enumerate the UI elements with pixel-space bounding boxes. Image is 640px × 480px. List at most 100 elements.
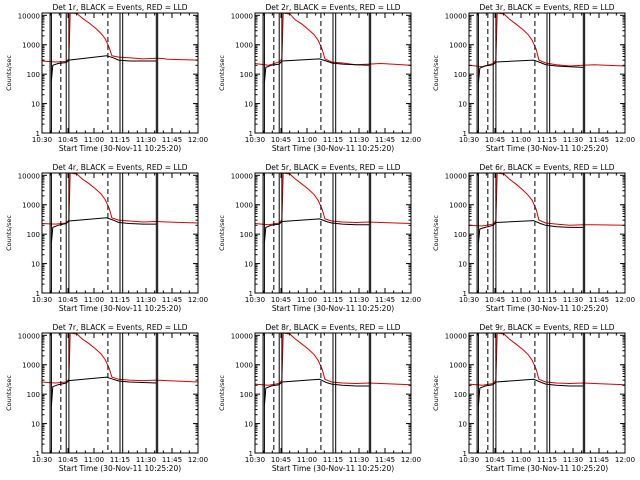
y-tick-label: 1000 [22,42,40,50]
x-tick-label: 11:15 [537,296,557,304]
y-tick-label: 100 [454,231,467,239]
x-tick-label: 11:00 [84,136,104,144]
y-axis-label: Counts/sec [5,375,13,411]
x-tick-label: 11:00 [297,456,317,464]
x-tick-label: 10:30 [32,136,52,144]
y-tick-label: 10 [31,421,40,429]
x-tick-label: 11:30 [349,456,369,464]
chart-title: Det 2r, BLACK = Events, RED = LLD [265,3,400,12]
chart-title: Det 9r, BLACK = Events, RED = LLD [479,323,614,332]
x-axis-label: Start Time (30-Nov-11 10:25:20) [59,464,181,473]
x-tick-label: 10:30 [245,456,265,464]
y-tick-label: 10000 [445,12,467,20]
series-line-events [50,55,157,81]
chart-panel-1: 1 10 100 1000 10000 10:30 10:45 11:00 11:15 11:30… [5,3,208,153]
x-tick-label: 11:30 [563,456,583,464]
y-tick-label: 10 [458,101,467,109]
x-tick-label: 11:45 [162,296,182,304]
x-tick-label: 11:15 [110,456,130,464]
y-tick-label: 100 [27,71,40,79]
x-tick-label: 11:45 [375,136,395,144]
chart-title: Det 4r, BLACK = Events, RED = LLD [52,163,187,172]
series-line-events [263,378,370,406]
chart-panel-2: 1 10 100 1000 10000 10:30 10:45 11:00 11:15 11:30… [218,3,421,153]
chart-title: Det 6r, BLACK = Events, RED = LLD [479,163,614,172]
y-axis-label: Counts/sec [432,215,440,251]
y-tick-label: 100 [27,391,40,399]
y-tick-label: 1 [249,290,253,298]
chart-panel-6: 1 10 100 1000 10000 10:30 10:45 11:00 11:15 11:30… [432,163,635,313]
y-tick-label: 10000 [231,172,253,180]
y-tick-label: 1 [249,450,253,458]
series-line-events [263,218,370,244]
y-tick-label: 1 [36,450,40,458]
x-axis-label: Start Time (30-Nov-11 10:25:20) [486,464,608,473]
x-tick-label: 11:45 [162,136,182,144]
x-tick-label: 11:00 [84,456,104,464]
x-tick-label: 10:30 [459,296,479,304]
x-tick-label: 12:00 [188,296,208,304]
y-tick-label: 1000 [449,202,467,210]
y-tick-label: 10 [31,101,40,109]
x-axis-label: Start Time (30-Nov-11 10:25:20) [59,144,181,153]
y-axis-label: Counts/sec [218,215,226,251]
x-tick-label: 11:45 [162,456,182,464]
x-tick-label: 11:15 [110,296,130,304]
x-axis-label: Start Time (30-Nov-11 10:25:20) [272,304,394,313]
x-tick-label: 11:00 [84,296,104,304]
x-tick-label: 11:30 [349,296,369,304]
x-tick-label: 12:00 [615,456,635,464]
x-tick-label: 12:00 [401,296,421,304]
y-tick-label: 1 [36,130,40,138]
y-tick-label: 10000 [18,12,40,20]
x-tick-label: 10:45 [271,136,291,144]
x-tick-label: 11:45 [589,296,609,304]
y-tick-label: 1000 [449,362,467,370]
y-axis-label: Counts/sec [5,55,13,91]
chart-panel-9: 1 10 100 1000 10000 10:30 10:45 11:00 11:15 11:30… [432,323,635,473]
y-tick-label: 1000 [22,202,40,210]
chart-panel-8: 1 10 100 1000 10000 10:30 10:45 11:00 11:15 11:30… [218,323,421,473]
chart-panel-5: 1 10 100 1000 10000 10:30 10:45 11:00 11:15 11:30… [218,163,421,313]
y-tick-label: 1000 [449,42,467,50]
x-tick-label: 10:45 [271,456,291,464]
x-tick-label: 11:15 [110,136,130,144]
series-line-events [477,378,584,406]
x-tick-label: 10:45 [58,136,78,144]
x-axis-label: Start Time (30-Nov-11 10:25:20) [272,464,394,473]
y-tick-label: 100 [240,231,253,239]
x-tick-label: 11:45 [375,296,395,304]
x-tick-label: 11:30 [563,296,583,304]
y-tick-label: 1000 [235,362,253,370]
x-axis-label: Start Time (30-Nov-11 10:25:20) [486,304,608,313]
x-tick-label: 10:45 [485,456,505,464]
y-tick-label: 1 [463,130,467,138]
x-tick-label: 11:00 [297,136,317,144]
chart-panel-7: 1 10 100 1000 10000 10:30 10:45 11:00 11:15 11:30… [5,323,208,473]
x-tick-label: 10:30 [459,136,479,144]
x-axis-label: Start Time (30-Nov-11 10:25:20) [59,304,181,313]
chart-title: Det 3r, BLACK = Events, RED = LLD [479,3,614,12]
y-axis-label: Counts/sec [218,55,226,91]
series-line-events [50,376,157,406]
x-tick-label: 10:45 [485,136,505,144]
x-tick-label: 11:15 [323,136,343,144]
y-tick-label: 100 [240,391,253,399]
y-tick-label: 10 [244,421,253,429]
x-tick-label: 11:45 [375,456,395,464]
y-tick-label: 10 [458,421,467,429]
y-tick-label: 1000 [235,202,253,210]
y-tick-label: 10000 [231,332,253,340]
y-tick-label: 10000 [445,172,467,180]
x-tick-label: 10:30 [32,456,52,464]
x-tick-label: 11:45 [589,136,609,144]
y-tick-label: 10000 [18,332,40,340]
x-tick-label: 11:30 [563,136,583,144]
y-tick-label: 100 [454,71,467,79]
series-line-events [477,59,584,84]
x-tick-label: 11:15 [537,456,557,464]
series-line-events [50,217,157,244]
y-axis-label: Counts/sec [432,55,440,91]
x-tick-label: 11:15 [537,136,557,144]
y-tick-label: 1000 [235,42,253,50]
